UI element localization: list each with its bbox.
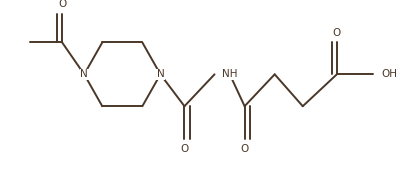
Text: O: O [333,28,341,38]
Text: O: O [241,144,249,154]
Text: OH: OH [381,69,397,79]
Text: NH: NH [222,69,237,79]
Text: N: N [80,69,88,79]
Text: N: N [156,69,164,79]
Text: O: O [58,0,66,9]
Text: O: O [180,144,188,154]
